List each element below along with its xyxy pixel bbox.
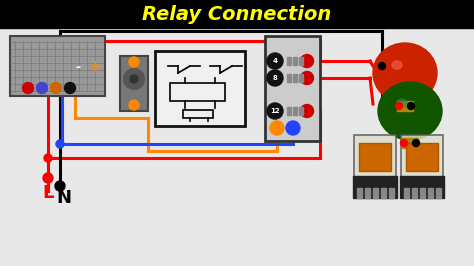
Circle shape	[267, 53, 283, 69]
Bar	[299, 57, 303, 65]
Text: Relay Connection: Relay Connection	[142, 5, 332, 23]
Circle shape	[270, 121, 284, 135]
Circle shape	[22, 82, 34, 94]
Circle shape	[408, 102, 414, 110]
Bar	[155, 51, 245, 126]
Circle shape	[129, 100, 139, 110]
FancyBboxPatch shape	[10, 36, 105, 96]
Bar	[389, 188, 394, 198]
Circle shape	[301, 55, 313, 68]
Circle shape	[130, 75, 138, 83]
Bar	[0, 0, 474, 28]
Bar	[293, 107, 297, 115]
Bar	[299, 107, 303, 115]
Circle shape	[301, 105, 313, 118]
Bar	[287, 107, 291, 115]
Bar	[404, 188, 409, 198]
Bar	[265, 36, 320, 141]
Bar	[183, 110, 213, 118]
Circle shape	[379, 63, 385, 69]
Circle shape	[129, 57, 139, 67]
Ellipse shape	[397, 99, 407, 107]
FancyBboxPatch shape	[401, 135, 443, 179]
Circle shape	[64, 82, 75, 94]
Text: -: -	[75, 61, 80, 74]
Circle shape	[56, 140, 64, 148]
Circle shape	[44, 154, 52, 162]
Circle shape	[267, 70, 283, 86]
Bar	[412, 188, 417, 198]
Circle shape	[286, 121, 300, 135]
Bar	[400, 176, 444, 198]
Bar	[402, 138, 418, 148]
Bar	[428, 188, 433, 198]
Circle shape	[267, 103, 283, 119]
FancyBboxPatch shape	[354, 135, 396, 179]
Text: +: +	[88, 59, 101, 74]
Circle shape	[301, 72, 313, 85]
Text: 4: 4	[273, 58, 277, 64]
Circle shape	[395, 102, 402, 110]
Bar	[420, 188, 425, 198]
Bar	[397, 101, 413, 111]
Text: N: N	[56, 189, 71, 207]
Bar	[287, 74, 291, 82]
Text: L: L	[42, 184, 54, 202]
Bar	[365, 188, 370, 198]
Bar	[357, 188, 362, 198]
Circle shape	[36, 82, 47, 94]
Circle shape	[51, 82, 62, 94]
Ellipse shape	[378, 82, 442, 140]
Bar	[373, 188, 378, 198]
Bar	[299, 74, 303, 82]
Bar	[436, 188, 441, 198]
Bar	[293, 57, 297, 65]
Bar	[353, 176, 397, 198]
Text: 8: 8	[273, 75, 277, 81]
Bar	[120, 56, 148, 111]
Text: 12: 12	[270, 108, 280, 114]
Bar	[406, 143, 438, 171]
Bar	[293, 74, 297, 82]
Circle shape	[401, 139, 408, 147]
Ellipse shape	[373, 43, 437, 103]
Circle shape	[55, 181, 65, 191]
Circle shape	[124, 69, 144, 89]
Circle shape	[43, 173, 53, 183]
Bar	[381, 188, 386, 198]
Circle shape	[412, 139, 419, 147]
Bar	[359, 143, 391, 171]
Ellipse shape	[392, 61, 402, 69]
Bar	[170, 83, 225, 101]
Bar	[287, 57, 291, 65]
